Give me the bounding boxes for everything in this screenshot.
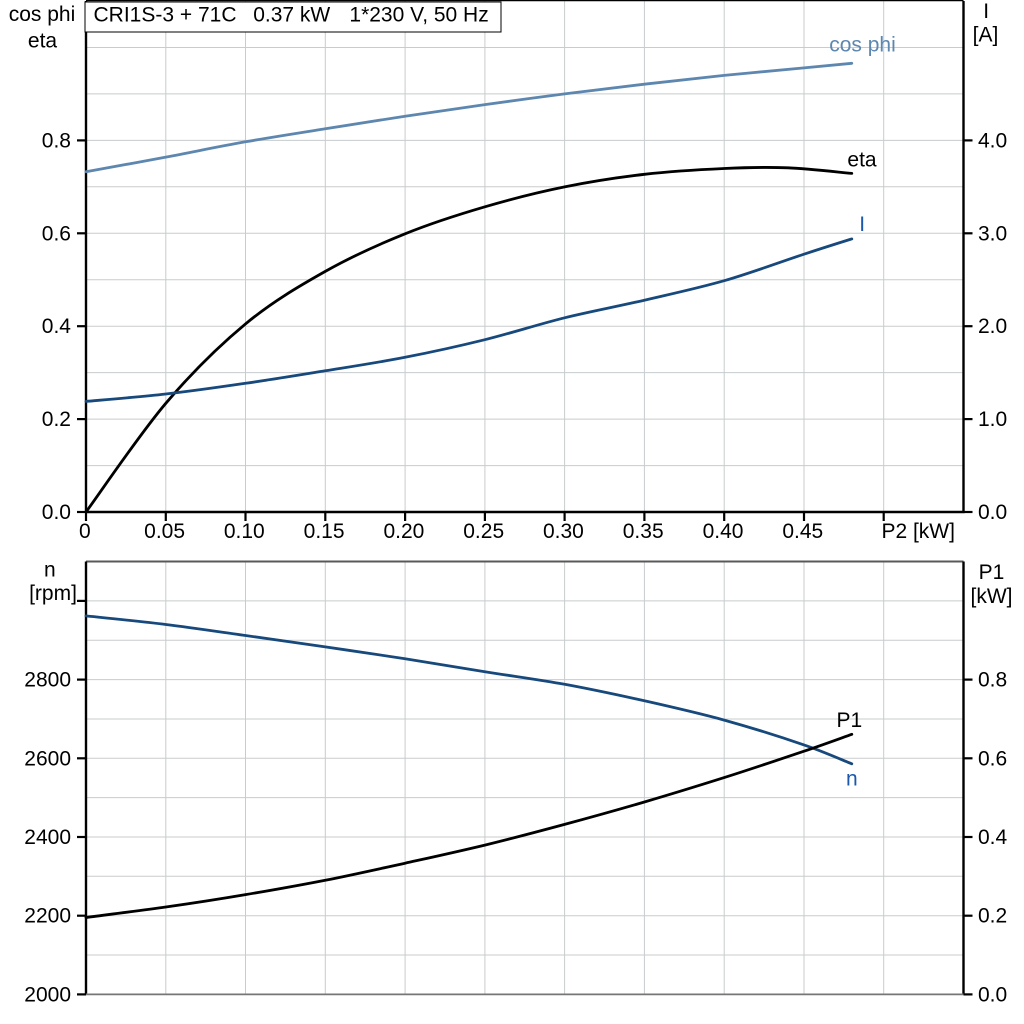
svg-text:[rpm]: [rpm] <box>29 582 77 605</box>
svg-text:2.0: 2.0 <box>978 315 1007 338</box>
svg-text:cos phi: cos phi <box>9 3 76 26</box>
svg-text:0.15: 0.15 <box>304 520 345 543</box>
svg-text:0.0: 0.0 <box>978 501 1007 524</box>
svg-text:0.8: 0.8 <box>978 669 1007 692</box>
svg-text:cos phi: cos phi <box>829 34 896 57</box>
svg-text:0.6: 0.6 <box>42 222 71 245</box>
svg-text:0.4: 0.4 <box>978 826 1008 849</box>
svg-text:I: I <box>983 0 989 23</box>
svg-text:0.10: 0.10 <box>224 520 265 543</box>
svg-text:eta: eta <box>847 149 877 172</box>
svg-text:0.6: 0.6 <box>978 747 1007 770</box>
svg-text:n: n <box>44 559 56 582</box>
svg-text:0.05: 0.05 <box>144 520 185 543</box>
svg-text:2000: 2000 <box>24 983 71 1006</box>
svg-text:2200: 2200 <box>24 905 71 928</box>
svg-text:[kW]: [kW] <box>971 585 1013 608</box>
svg-text:2600: 2600 <box>24 747 71 770</box>
svg-text:0.0: 0.0 <box>42 501 71 524</box>
svg-text:0.2: 0.2 <box>978 905 1007 928</box>
svg-text:1.0: 1.0 <box>978 408 1007 431</box>
svg-text:0.37 kW: 0.37 kW <box>253 4 330 27</box>
svg-text:P1: P1 <box>979 561 1005 584</box>
svg-text:0.8: 0.8 <box>42 129 71 152</box>
svg-text:0.2: 0.2 <box>42 408 71 431</box>
svg-text:0.45: 0.45 <box>782 520 823 543</box>
svg-text:0.25: 0.25 <box>463 520 504 543</box>
svg-text:0.30: 0.30 <box>543 520 584 543</box>
svg-text:eta: eta <box>28 30 58 53</box>
svg-text:0.4: 0.4 <box>42 315 72 338</box>
svg-text:CRI1S-3 + 71C: CRI1S-3 + 71C <box>94 4 237 27</box>
svg-text:1*230 V, 50 Hz: 1*230 V, 50 Hz <box>349 4 488 27</box>
svg-text:0.40: 0.40 <box>703 520 744 543</box>
svg-text:4.0: 4.0 <box>978 129 1007 152</box>
svg-text:2800: 2800 <box>24 669 71 692</box>
svg-text:I: I <box>859 213 865 236</box>
svg-text:P2 [kW]: P2 [kW] <box>881 520 955 543</box>
svg-text:0: 0 <box>79 520 91 543</box>
svg-text:[A]: [A] <box>973 23 999 46</box>
svg-text:P1: P1 <box>837 709 863 732</box>
svg-text:3.0: 3.0 <box>978 222 1007 245</box>
svg-text:n: n <box>846 768 858 791</box>
svg-text:0.0: 0.0 <box>978 983 1007 1006</box>
svg-text:0.35: 0.35 <box>623 520 664 543</box>
svg-text:0.20: 0.20 <box>383 520 424 543</box>
svg-text:2400: 2400 <box>24 826 71 849</box>
